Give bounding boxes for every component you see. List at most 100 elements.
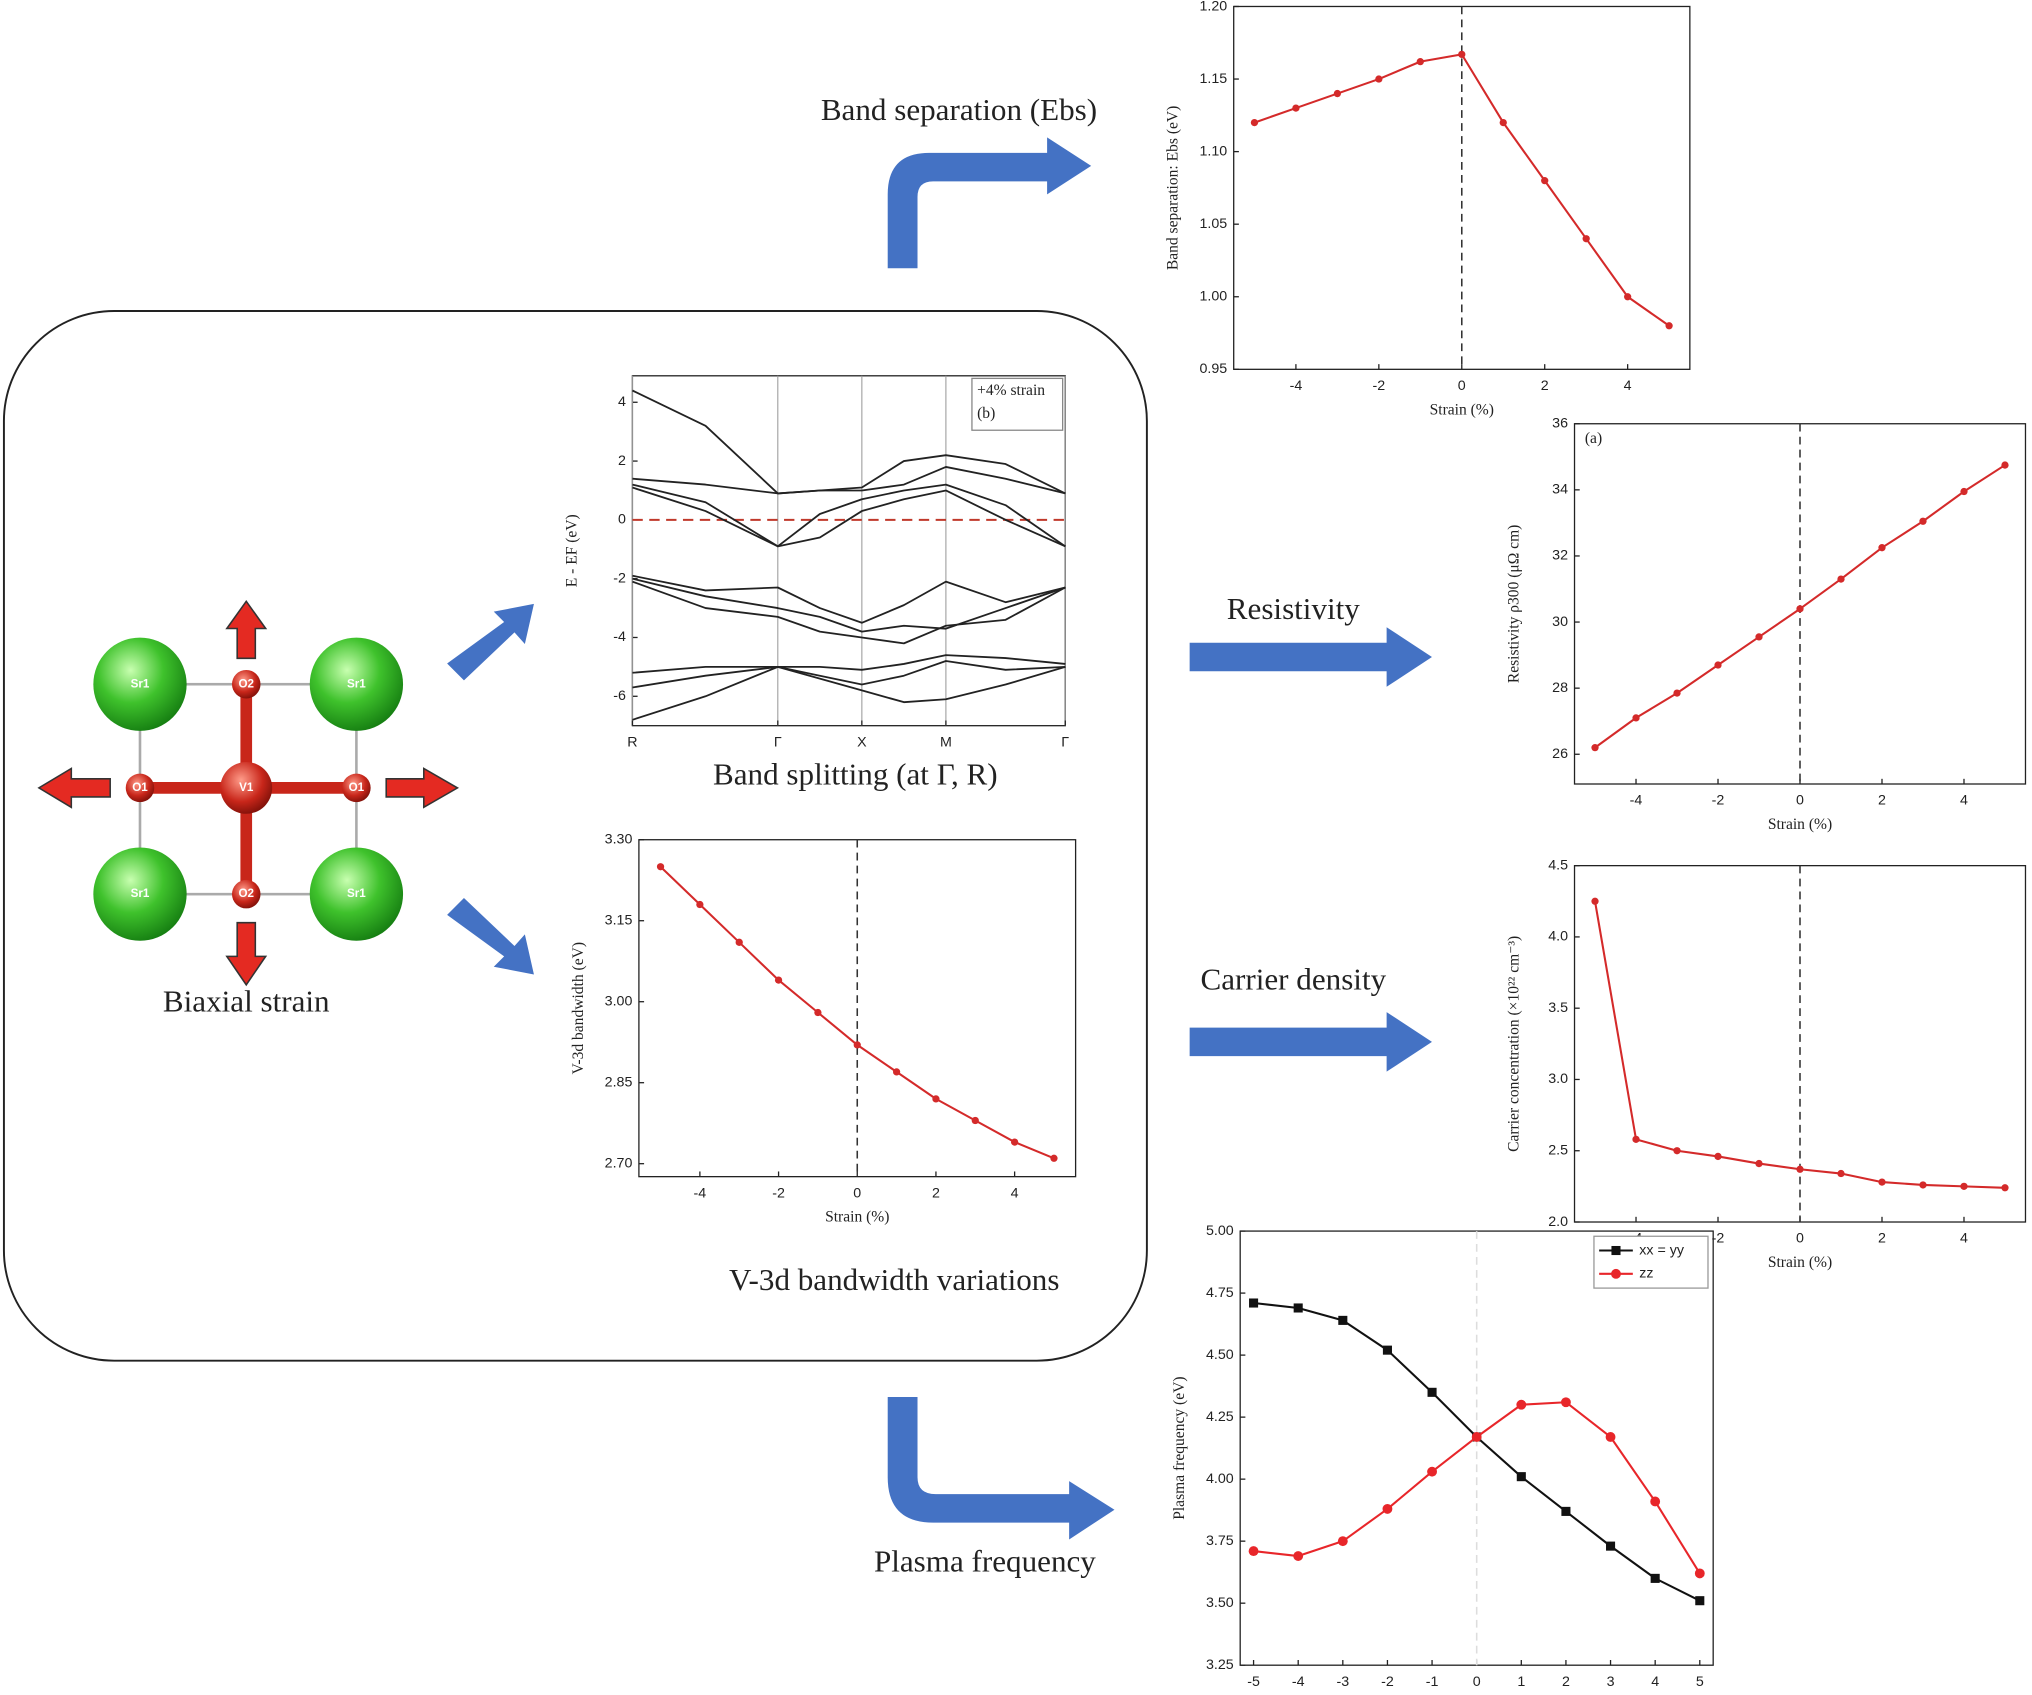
y-tick-label: 3.00 — [605, 993, 633, 1009]
atom-label: V1 — [239, 781, 254, 794]
marker — [1650, 1496, 1661, 1507]
y-tick-label: 3.75 — [1206, 1533, 1234, 1549]
x-tick-label: 4 — [1011, 1185, 1019, 1201]
legend-marker — [1611, 1245, 1621, 1256]
y-tick-label: 2.70 — [605, 1155, 633, 1171]
strain-arrows — [37, 599, 460, 987]
marker — [1561, 1397, 1571, 1408]
x-tick-label: Γ — [1061, 734, 1069, 750]
o-atoms — [125, 669, 371, 909]
caption: Band splitting (at Γ, R) — [713, 757, 998, 792]
y-tick-label: 1.20 — [1199, 0, 1227, 14]
y-tick-label: -4 — [613, 629, 626, 645]
y-tick-label: -6 — [613, 688, 626, 704]
y-tick-label: 2.85 — [605, 1074, 633, 1090]
marker — [1796, 1165, 1804, 1173]
marker — [1382, 1345, 1392, 1355]
x-tick-label: -2 — [1712, 1231, 1725, 1247]
atom-label: O1 — [132, 781, 148, 794]
x-axis-label: Strain (%) — [1430, 401, 1494, 418]
band — [632, 389, 1066, 495]
y-tick-label: 3.5 — [1548, 1000, 1568, 1016]
marker — [1010, 1138, 1019, 1146]
band — [632, 486, 1066, 548]
marker — [2001, 1184, 2009, 1192]
caption: Band separation (Ebs) — [821, 92, 1097, 127]
x-tick-label: -4 — [1630, 793, 1643, 809]
marker — [1878, 1178, 1886, 1186]
y-tick-label: 34 — [1552, 482, 1568, 498]
x-tick-label: 2 — [1878, 1231, 1886, 1247]
atom-label: O1 — [349, 781, 365, 794]
y-axis-label: Carrier concentration (×10²² cm⁻³) — [1505, 936, 1522, 1152]
marker — [1837, 1169, 1845, 1178]
atom-label: Sr1 — [347, 677, 366, 690]
y-tick-label: 4 — [618, 394, 626, 410]
annotation: +4% strain — [977, 382, 1045, 399]
marker — [1714, 1152, 1722, 1161]
marker — [971, 1116, 979, 1125]
marker — [1755, 633, 1763, 641]
x-tick-label: 4 — [1960, 1231, 1968, 1247]
chart: 2.70 2.85 3.00 3.15 3.30 -4 -2 0 2 4 Strain (%) V-3… — [570, 831, 1077, 1226]
marker — [1416, 58, 1424, 66]
x-tick-label: -1 — [1426, 1674, 1439, 1690]
marker — [1333, 89, 1342, 98]
x-tick-label: -2 — [1373, 378, 1386, 394]
atom-label: Sr1 — [347, 887, 366, 900]
marker — [1919, 1181, 1927, 1189]
y-tick-label: 3.30 — [605, 831, 633, 847]
x-tick-label: 4 — [1960, 793, 1968, 809]
marker — [1292, 104, 1300, 112]
atom-label: O2 — [238, 677, 254, 690]
marker — [1650, 1573, 1660, 1583]
marker — [1694, 1568, 1705, 1579]
marker — [774, 976, 783, 984]
y-tick-label: 5.00 — [1206, 1223, 1234, 1239]
atom-label: O2 — [238, 887, 254, 900]
y-axis-label: Band separation: Ebs (eV) — [1165, 106, 1182, 271]
y-tick-label: 3.15 — [605, 912, 633, 928]
legend-box — [1593, 1235, 1709, 1289]
crystal: Sr1 Sr1 Sr1 Sr1 O2 O2 O1 O1 V1 — [37, 599, 460, 987]
x-axis-label: Strain (%) — [825, 1209, 889, 1226]
x-tick-label: 5 — [1696, 1674, 1704, 1690]
y-tick-label: 36 — [1552, 416, 1568, 432]
y-axis-label: Resistivity ρ300 (μΩ cm) — [1505, 525, 1522, 684]
x-tick-label: X — [857, 734, 867, 750]
y-tick-label: 4.75 — [1206, 1285, 1234, 1301]
marker — [932, 1095, 940, 1103]
annotation-box — [971, 377, 1064, 431]
chart: 26 28 30 32 34 36 -4 -2 0 2 4 Strain (%) Resistivity… — [1505, 416, 2027, 833]
marker — [656, 863, 665, 871]
marker — [2001, 461, 2009, 469]
marker — [1338, 1315, 1348, 1325]
marker — [814, 1008, 822, 1017]
x-tick-label: -3 — [1336, 1674, 1349, 1690]
band — [632, 483, 1066, 548]
marker — [1632, 714, 1640, 722]
y-tick-label: 4.0 — [1548, 929, 1568, 945]
marker — [1382, 1503, 1393, 1514]
marker — [1632, 1135, 1640, 1143]
marker — [1755, 1159, 1763, 1168]
marker — [1960, 1182, 1968, 1190]
marker — [696, 900, 704, 909]
annotation: (a) — [1585, 430, 1602, 447]
marker — [1427, 1387, 1437, 1397]
y-tick-label: 30 — [1552, 614, 1568, 630]
band — [632, 577, 1066, 633]
x-tick-label: 2 — [1878, 793, 1886, 809]
marker — [1541, 177, 1549, 185]
band — [632, 665, 1066, 721]
annotation-box — [1582, 426, 1614, 450]
x-tick-label: 4 — [1651, 1674, 1659, 1690]
caption: V-3d bandwidth variations — [729, 1262, 1059, 1297]
y-tick-label: 4.00 — [1206, 1471, 1234, 1487]
marker — [1960, 487, 1968, 496]
marker — [1796, 605, 1804, 613]
marker — [892, 1068, 901, 1076]
chart: 3.25 3.50 3.75 4.00 4.25 4.50 4.75 5.00 -5 -4 -3 -2… — [1171, 1223, 1714, 1690]
x-tick-label: 3 — [1607, 1674, 1615, 1690]
